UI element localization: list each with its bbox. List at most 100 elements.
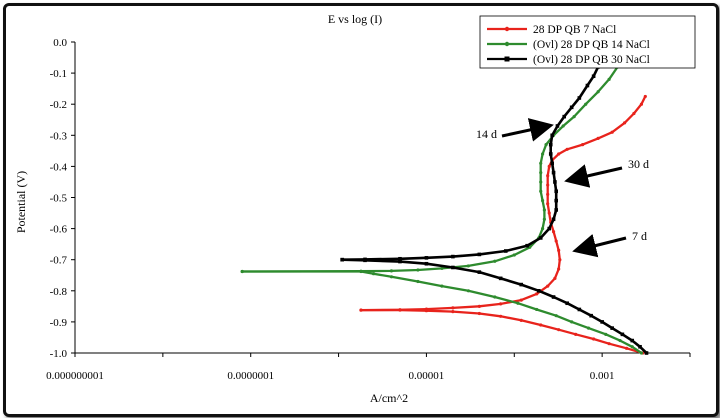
series-line-anodic (360, 95, 647, 312)
data-point (544, 143, 548, 147)
data-point (451, 306, 455, 310)
data-point (547, 211, 551, 215)
y-tick-label: -0.3 (50, 130, 68, 142)
data-point (557, 248, 561, 252)
y-tick-label: -1.0 (50, 348, 68, 360)
data-point (504, 56, 510, 62)
y-tick-label: -0.4 (50, 161, 68, 173)
data-point (504, 26, 510, 32)
data-point (536, 289, 541, 293)
data-point (539, 171, 543, 175)
data-point (546, 284, 550, 288)
data-point (466, 264, 470, 268)
data-point (528, 245, 532, 249)
legend-box (479, 15, 696, 69)
data-point (416, 279, 420, 284)
data-point (555, 124, 560, 128)
data-point (499, 314, 503, 318)
data-point (359, 308, 363, 312)
data-point (610, 130, 614, 134)
y-tick-label: -0.6 (50, 224, 68, 236)
data-point (600, 320, 604, 324)
data-point (577, 307, 582, 312)
series-line-anodic (342, 66, 600, 261)
annotation-label: 30 d (628, 157, 649, 171)
data-point (572, 115, 576, 119)
data-point (493, 259, 497, 263)
data-point (557, 328, 561, 332)
data-point (565, 147, 569, 151)
data-point (451, 254, 455, 259)
annotation-label: 14 d (476, 127, 497, 141)
data-point (389, 269, 394, 273)
x-tick-label: 0.001 (590, 370, 615, 382)
data-point (424, 261, 429, 266)
data-point (440, 266, 444, 271)
data-point (565, 301, 569, 306)
data-point (477, 270, 482, 274)
data-point (558, 258, 562, 262)
annotation-arrow (501, 118, 554, 142)
y-tick-label: -0.8 (50, 286, 68, 298)
series-1 (359, 94, 647, 355)
data-point (466, 289, 470, 293)
x-tick-label: 0.0000001 (227, 370, 274, 382)
y-tick-label: -0.7 (50, 255, 68, 267)
series-line-cathodic (342, 258, 648, 354)
data-point (398, 308, 402, 312)
data-point (643, 94, 647, 99)
data-point (610, 326, 614, 330)
data-point (542, 208, 546, 212)
y-tick-label: -0.1 (50, 68, 67, 80)
data-point (516, 301, 520, 305)
y-tick-label: -0.9 (50, 317, 68, 329)
data-point (625, 346, 629, 350)
data-point (630, 338, 635, 343)
data-point (592, 337, 596, 341)
data-point (535, 292, 539, 296)
data-point (574, 332, 578, 336)
annotation-arrow (564, 164, 623, 188)
data-point (539, 189, 543, 193)
data-point (546, 202, 550, 206)
data-point (440, 284, 444, 288)
data-point (561, 124, 565, 128)
data-point (554, 208, 559, 212)
data-point (503, 249, 508, 253)
data-point (424, 307, 429, 311)
data-point (585, 83, 590, 88)
data-point (519, 298, 523, 302)
data-point (554, 239, 558, 243)
data-point (519, 318, 523, 322)
data-point (398, 259, 402, 264)
data-point (538, 236, 543, 240)
data-point (539, 180, 543, 184)
data-point (240, 269, 244, 274)
data-point (504, 41, 510, 47)
data-point (596, 90, 600, 94)
x-tick-label: 0.00001 (409, 370, 445, 382)
data-point (586, 326, 591, 330)
x-tick-label: 0.000000001 (46, 370, 104, 382)
data-point (639, 102, 644, 106)
data-point (451, 265, 455, 270)
data-point (596, 136, 600, 141)
data-point (547, 226, 552, 231)
data-point (546, 183, 550, 187)
data-point (554, 314, 558, 318)
data-point (562, 114, 567, 119)
data-point (546, 174, 550, 178)
y-axis-label: Potential (V) (14, 171, 28, 233)
data-point (512, 253, 516, 257)
legend-label: (Ovl) 28 DP QB 14 NaCl (533, 39, 650, 51)
data-point (477, 252, 482, 257)
data-point (589, 313, 593, 318)
data-point (340, 257, 345, 262)
data-point (539, 323, 543, 327)
data-point (557, 152, 561, 156)
data-point (535, 307, 539, 312)
annotation-label: 7 d (632, 229, 647, 243)
legend-label: 28 DP QB 7 NaCl (533, 24, 616, 36)
data-point (519, 282, 524, 287)
data-point (547, 164, 551, 168)
